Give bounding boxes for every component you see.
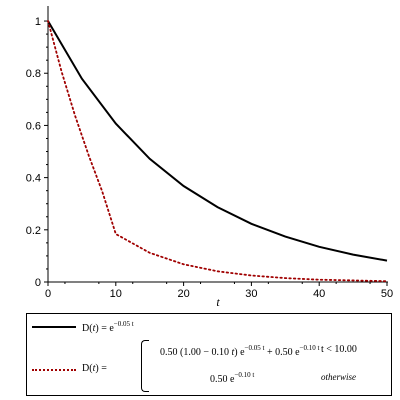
piecewise-condition-2: otherwise — [321, 372, 356, 382]
piecewise-case-1: 0.50 (1.00 − 0.10 t) e−0.05 t + 0.50 e−0… — [160, 344, 320, 358]
legend-swatch-solid — [32, 326, 76, 328]
legend: D(t) = e−0.05 t D(t) = 0.50 (1.00 − 0.10… — [26, 313, 392, 396]
legend-label-piecewise: D(t) = — [82, 363, 107, 374]
x-axis-title: t — [216, 295, 220, 309]
y-tick-label: 0.4 — [26, 173, 41, 185]
x-tick-label: 50 — [381, 288, 393, 300]
x-tick-label: 30 — [245, 288, 257, 300]
y-tick-label: 0 — [35, 277, 41, 289]
series-layer — [47, 20, 388, 283]
x-tick-label: 10 — [110, 288, 122, 300]
x-tick-label: 40 — [313, 288, 325, 300]
piecewise-condition-1: t < 10.00 — [321, 344, 357, 355]
series-line-2 — [47, 20, 388, 283]
x-tick-label: 0 — [45, 288, 51, 300]
series-line-1 — [47, 20, 388, 262]
legend-label-exponential: D(t) = e−0.05 t — [82, 320, 134, 334]
chart: 0 10 20 30 40 50 0 0.2 0.4 0.6 0.8 1 t — [26, 6, 393, 309]
axes: 0 10 20 30 40 50 0 0.2 0.4 0.6 0.8 1 — [26, 6, 393, 300]
legend-entry-piecewise: D(t) = 0.50 (1.00 − 0.10 t) e−0.05 t + 0… — [27, 336, 391, 396]
legend-entry-exponential: D(t) = e−0.05 t — [27, 316, 391, 336]
x-tick-label: 20 — [177, 288, 189, 300]
legend-swatch-dotted — [32, 369, 76, 371]
piecewise-brace — [141, 340, 149, 392]
piecewise-case-2: 0.50 e−0.10 t — [210, 371, 255, 385]
y-tick-label: 0.6 — [26, 120, 41, 132]
y-tick-label: 0.8 — [26, 68, 41, 80]
y-tick-label: 0.2 — [26, 225, 41, 237]
y-tick-label: 1 — [35, 16, 41, 28]
